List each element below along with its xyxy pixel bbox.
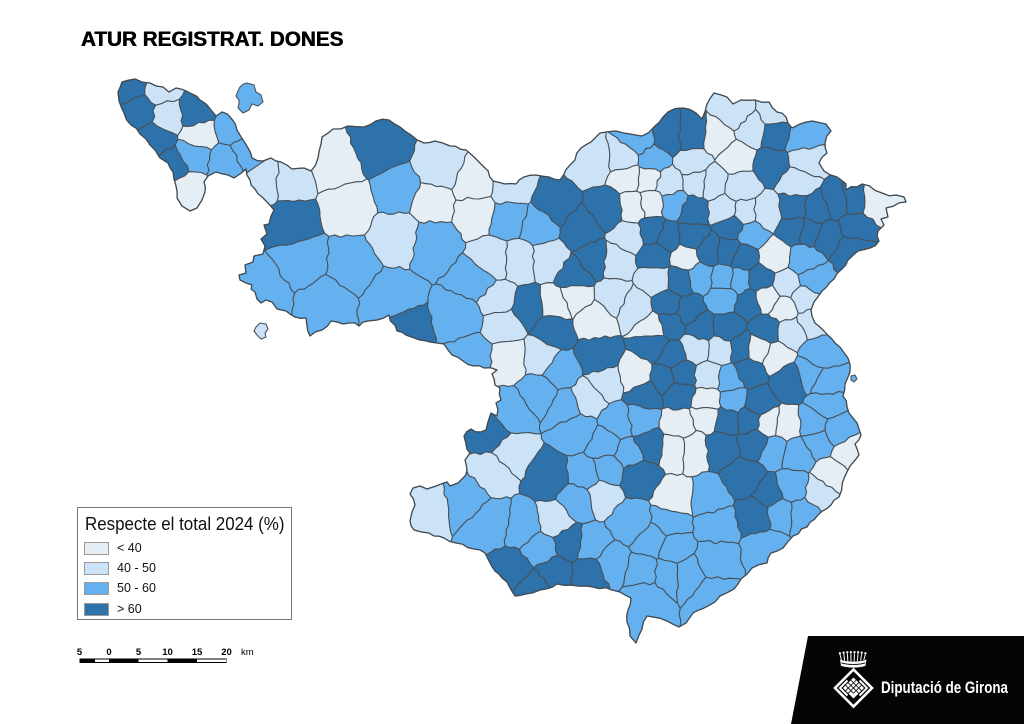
svg-text:10: 10 <box>162 647 173 658</box>
svg-text:5: 5 <box>136 647 142 658</box>
svg-text:Diputació de Girona: Diputació de Girona <box>881 678 1008 697</box>
svg-text:20: 20 <box>221 647 232 658</box>
svg-text:15: 15 <box>192 647 203 658</box>
svg-text:5: 5 <box>77 647 83 658</box>
svg-text:km: km <box>241 647 254 658</box>
svg-text:0: 0 <box>106 647 111 658</box>
